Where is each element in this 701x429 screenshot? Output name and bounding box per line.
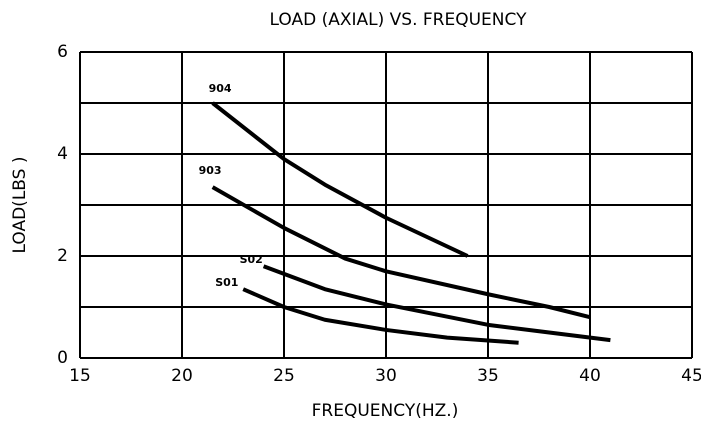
x-tick-label: 20 <box>171 366 193 386</box>
y-tick-label: 6 <box>57 42 68 62</box>
x-tick-label: 30 <box>375 366 397 386</box>
series-label: 904 <box>209 82 232 95</box>
x-tick-label: 40 <box>579 366 601 386</box>
line-series <box>211 185 591 320</box>
line-series <box>211 101 469 258</box>
series-label: 903 <box>199 164 222 177</box>
y-tick-label: 2 <box>57 246 68 266</box>
x-tick-label: 45 <box>681 366 701 386</box>
x-tick-label: 35 <box>477 366 499 386</box>
series-label: S02 <box>240 253 263 266</box>
x-axis-label: FREQUENCY(HZ.) <box>312 401 459 421</box>
y-tick-label: 0 <box>57 348 68 368</box>
y-axis-label: LOAD(LBS ) <box>10 157 30 254</box>
line-series <box>242 287 519 345</box>
y-tick-label: 4 <box>57 144 68 164</box>
line-series <box>262 264 611 343</box>
chart-title: LOAD (AXIAL) VS. FREQUENCY <box>270 10 528 30</box>
x-tick-label: 15 <box>69 366 91 386</box>
series-label: S01 <box>215 276 238 289</box>
x-tick-label: 25 <box>273 366 295 386</box>
